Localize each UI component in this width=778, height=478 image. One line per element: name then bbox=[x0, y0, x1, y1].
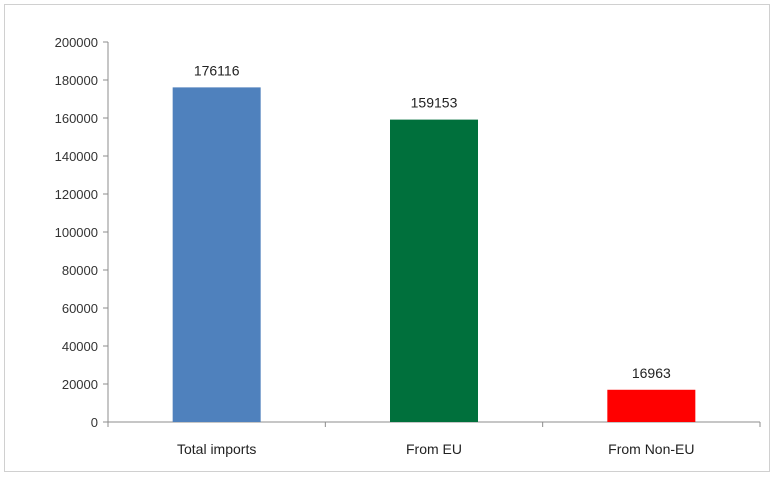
y-tick-label: 140000 bbox=[55, 149, 98, 164]
y-tick-label: 120000 bbox=[55, 187, 98, 202]
y-tick-label: 200000 bbox=[55, 35, 98, 50]
bar-value-label: 16963 bbox=[632, 365, 671, 381]
y-tick-label: 180000 bbox=[55, 73, 98, 88]
data-labels: 176116 159153 16963 bbox=[194, 62, 671, 380]
x-axis: Total imports From EU From Non-EU bbox=[107, 421, 761, 457]
y-tick-label: 60000 bbox=[62, 301, 98, 316]
y-tick-label: 20000 bbox=[62, 377, 98, 392]
bar bbox=[172, 87, 261, 422]
x-category-label: From Non-EU bbox=[608, 441, 694, 457]
bars bbox=[172, 87, 696, 422]
bar bbox=[607, 389, 696, 422]
y-tick-label: 40000 bbox=[62, 339, 98, 354]
y-tick-label: 80000 bbox=[62, 263, 98, 278]
x-category-label: Total imports bbox=[177, 441, 256, 457]
y-axis: 0 20000 40000 60000 80000 100000 120000 140000 1… bbox=[55, 35, 109, 430]
y-tick-label: 0 bbox=[91, 415, 98, 430]
y-tick-label: 160000 bbox=[55, 111, 98, 126]
x-category-label: From EU bbox=[406, 441, 462, 457]
y-tick-label: 100000 bbox=[55, 225, 98, 240]
bar-value-label: 176116 bbox=[194, 62, 240, 78]
bar bbox=[390, 119, 478, 422]
bar-value-label: 159153 bbox=[411, 95, 458, 111]
